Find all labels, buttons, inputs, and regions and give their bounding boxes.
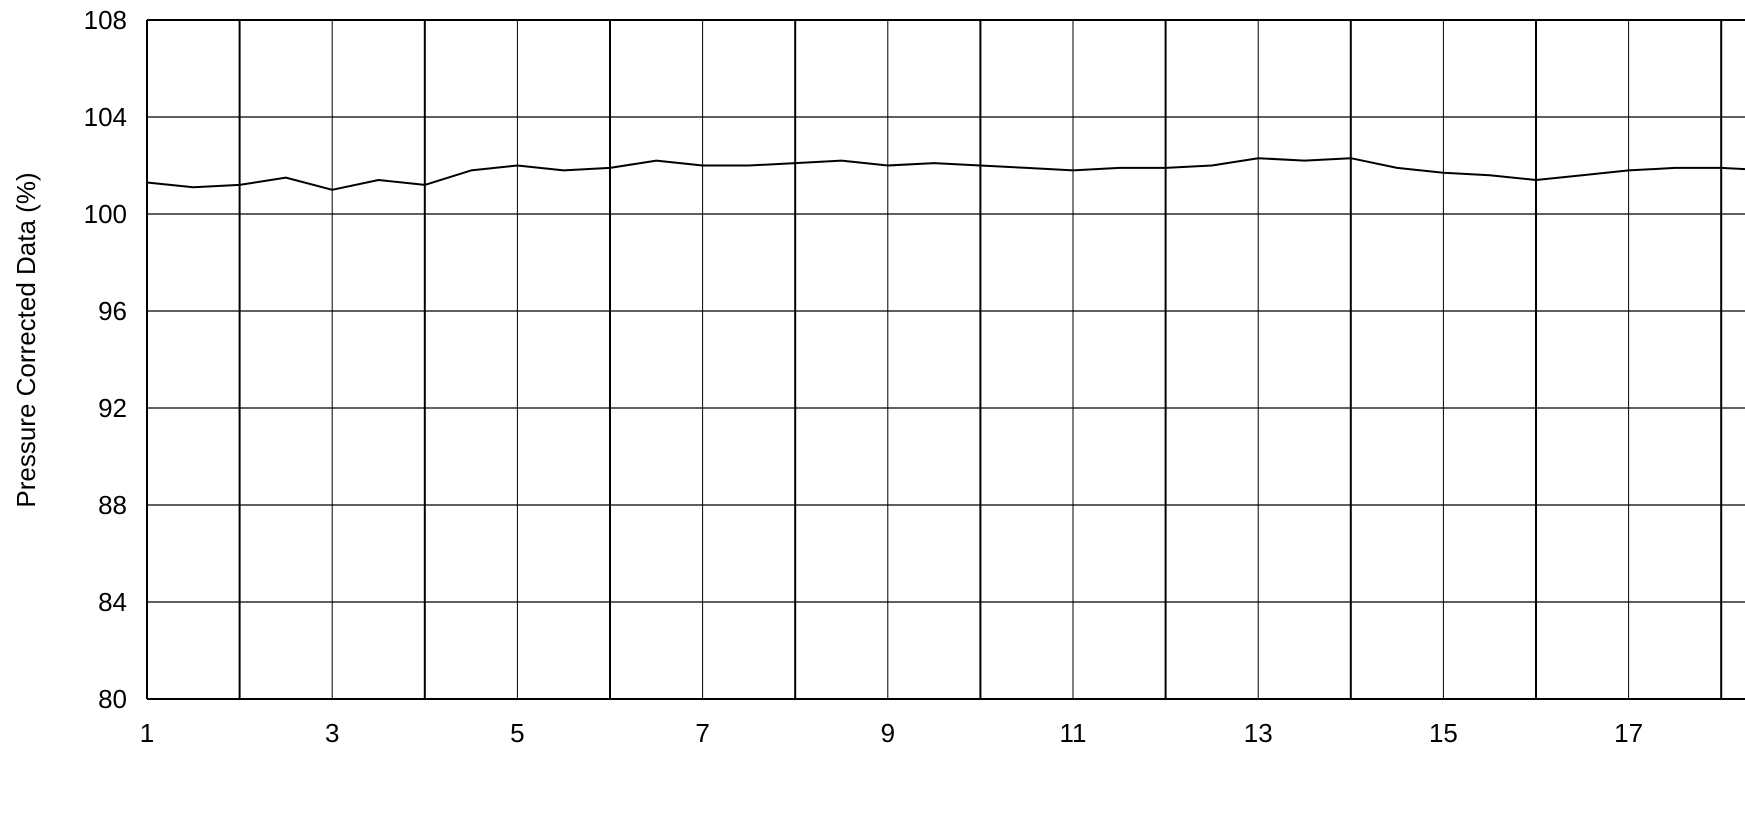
y-tick-label-92: 92 [98,393,127,423]
series [146,157,1745,191]
y-tick-label-100: 100 [84,199,127,229]
x-tick-label-13: 13 [1244,718,1273,748]
x-tick-label-3: 3 [325,718,339,748]
y-tick-label-80: 80 [98,684,127,714]
x-tick-label-5: 5 [510,718,524,748]
x-tick-label-7: 7 [695,718,709,748]
x-tick-label-11: 11 [1060,718,1087,748]
x-tick-label-1: 1 [140,718,154,748]
y-tick-label-96: 96 [98,296,127,326]
y-tick-label-104: 104 [84,102,127,132]
series-line-0 [146,157,1745,191]
y-tick-label-108: 108 [84,5,127,35]
y-tick-label-88: 88 [98,490,127,520]
axes [146,19,1745,700]
x-tick-label-17: 17 [1614,718,1643,748]
grid [147,19,1745,700]
x-tick-label-15: 15 [1429,718,1458,748]
x-tick-label-9: 9 [881,718,895,748]
y-axis-label: Pressure Corrected Data (%) [11,172,41,507]
y-tick-label-84: 84 [98,587,127,617]
y-tick-labels: 80 84 88 92 96 100 104 108 [84,5,127,714]
x-tick-labels: 135791113151719212325272931 [140,718,1643,748]
